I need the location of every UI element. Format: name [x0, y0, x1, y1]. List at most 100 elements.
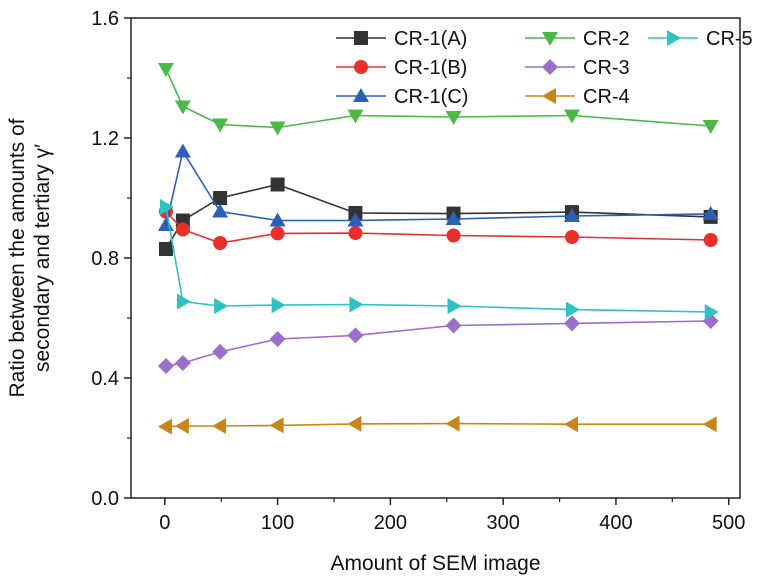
plot-area: [157, 63, 719, 435]
y-tick-label: 0.0: [91, 488, 119, 510]
series-cr-1-b-: [158, 204, 718, 250]
data-point: [270, 177, 285, 192]
data-point: [269, 331, 286, 347]
data-point: [157, 217, 174, 231]
data-point: [702, 416, 717, 433]
data-point: [347, 415, 362, 432]
series-cr-2: [157, 63, 719, 136]
legend-marker: [542, 88, 556, 104]
data-point: [157, 418, 172, 435]
data-point: [563, 208, 580, 222]
legend-item: CR-2: [525, 28, 630, 50]
data-point: [347, 212, 364, 227]
legend-item: CR-1(A): [336, 28, 467, 50]
legend-label: CR-2: [583, 28, 630, 50]
data-point: [212, 418, 227, 434]
data-point: [212, 343, 229, 360]
legend-item: CR-1(C): [336, 86, 468, 108]
legend-label: CR-1(A): [394, 28, 467, 50]
data-point: [212, 203, 229, 218]
data-point: [271, 297, 286, 314]
legend-label: CR-3: [583, 57, 630, 79]
legend-marker: [354, 31, 368, 45]
legend: CR-1(A) CR-1(B) CR-1(C) CR-2 CR-3 CR-4 CR-5: [336, 28, 753, 108]
legend-marker: [353, 88, 369, 102]
legend-marker: [542, 59, 558, 75]
data-point: [269, 121, 286, 136]
data-point: [702, 120, 719, 134]
data-point: [157, 358, 174, 374]
data-point: [269, 212, 286, 227]
data-point: [563, 315, 580, 332]
legend-item: CR-4: [525, 86, 630, 108]
data-point: [445, 111, 462, 125]
series-line: [165, 422, 711, 428]
series-line: [165, 320, 711, 367]
series-cr-1-a-: [158, 177, 718, 256]
legend-label: CR-1(C): [394, 86, 468, 108]
legend-marker: [354, 60, 368, 74]
legend-label: CR-1(B): [394, 57, 467, 79]
data-point: [158, 242, 173, 256]
series-cr-5: [159, 199, 719, 320]
legend-label: CR-4: [583, 86, 630, 108]
legend-item: CR-1(B): [336, 57, 467, 79]
data-point: [704, 304, 719, 320]
y-axis-title: Ratio between the amounts ofsecondary an…: [6, 118, 54, 397]
y-axis-title-line: Ratio between the amounts of: [6, 118, 29, 397]
y-tick-label: 1.2: [91, 128, 119, 150]
data-point: [174, 355, 191, 371]
data-point: [565, 301, 580, 318]
series-line: [165, 149, 711, 226]
data-point: [445, 317, 462, 334]
data-point: [347, 109, 364, 124]
legend-marker: [667, 30, 681, 46]
data-point: [563, 416, 578, 433]
legend-marker: [542, 32, 558, 46]
data-point: [214, 298, 229, 314]
data-point: [702, 205, 719, 220]
y-tick-label: 0.4: [91, 368, 119, 390]
data-point: [176, 293, 191, 310]
data-point: [212, 118, 229, 133]
y-tick-label: 1.6: [91, 8, 119, 30]
series-cr-4: [157, 415, 717, 435]
data-point: [175, 222, 190, 237]
x-axis-title: Amount of SEM image: [330, 552, 540, 575]
series-line: [165, 206, 711, 313]
y-axis-title-line: secondary and tertiary γ′: [31, 144, 54, 372]
legend-label: CR-5: [706, 28, 753, 50]
axes: 0 100 200 300 400 500 0.0 0.4 0.8 1.2 1.6 Amount of…: [6, 8, 745, 575]
data-point: [174, 418, 189, 434]
data-point: [174, 100, 191, 115]
data-point: [445, 415, 460, 432]
data-point: [159, 199, 174, 215]
series-line: [165, 183, 711, 250]
legend-item: CR-5: [648, 28, 753, 50]
data-point: [213, 191, 228, 205]
x-tick-label: 300: [486, 512, 519, 534]
data-point: [447, 298, 462, 314]
data-point: [213, 236, 228, 250]
data-point: [174, 143, 191, 158]
x-tick-label: 400: [599, 512, 632, 534]
data-point: [703, 233, 718, 247]
x-tick-label: 100: [261, 512, 294, 534]
data-point: [563, 109, 580, 124]
y-tick-label: 0.8: [91, 248, 119, 270]
data-point: [564, 230, 579, 244]
data-point: [348, 226, 363, 241]
data-point: [445, 211, 462, 225]
data-point: [157, 63, 174, 77]
data-point: [446, 228, 461, 243]
series-cr-3: [157, 313, 719, 374]
series-line: [165, 68, 711, 129]
x-tick-label: 500: [712, 512, 745, 534]
data-point: [270, 226, 285, 241]
data-point: [349, 296, 364, 313]
x-tick-label: 200: [374, 512, 407, 534]
series-cr-1-c-: [157, 143, 719, 231]
data-point: [347, 327, 364, 344]
